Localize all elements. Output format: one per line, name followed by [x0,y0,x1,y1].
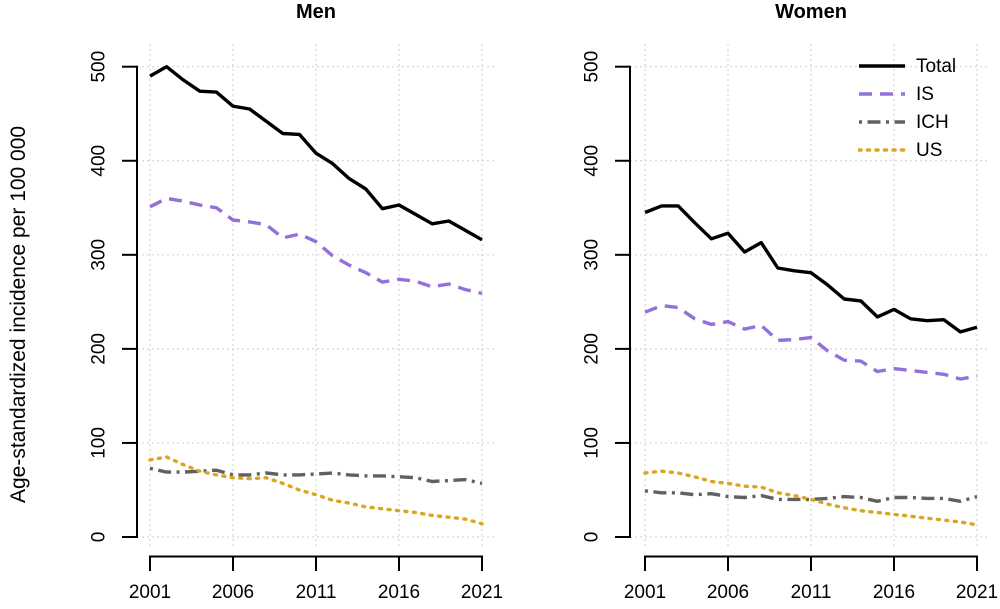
women-total-line [644,204,978,334]
legend-item-total: Total [858,52,956,80]
y-tick-label: 200 [89,333,110,365]
x-tick-label: 2016 [378,582,420,603]
x-tick-label: 2001 [624,582,666,603]
legend-item-us: US [858,136,956,164]
y-tick-label: 100 [89,427,110,459]
legend: Total IS ICH US [858,52,956,164]
women-ich-line [644,489,978,503]
x-tick-label: 2021 [461,582,503,603]
y-tick-label: 300 [89,239,110,271]
y-tick-label: 400 [582,145,603,177]
legend-label-is: IS [916,83,934,105]
x-tick-label: 2001 [129,582,171,603]
legend-label-total: Total [916,55,957,77]
women-panel: 0 100 200 300 400 500 2001 2006 2011 2016 2021 [582,44,998,603]
men-ich-line [149,466,483,486]
is-line-sample-icon [859,92,905,96]
total-line-sample-icon [859,64,905,68]
men-is-line [149,196,483,296]
us-line-sample-icon [858,148,906,152]
legend-label-ich: ICH [916,111,949,133]
men-us-line [148,455,484,526]
legend-item-is: IS [858,80,956,108]
x-tick-label: 2006 [707,582,749,603]
x-tick-label: 2016 [873,582,915,603]
men-panel: 0 100 200 300 400 500 2001 2006 2011 2016 2021 [89,44,503,603]
x-tick-label: 2006 [212,582,254,603]
x-tick-label: 2011 [296,582,337,603]
men-panel-title: Men [296,1,336,23]
y-tick-label: 0 [89,532,110,543]
y-tick-label: 500 [582,51,603,83]
y-tick-label: 100 [582,427,603,459]
x-tick-label: 2011 [791,582,832,603]
y-tick-label: 0 [582,532,603,543]
legend-label-us: US [916,139,943,161]
legend-item-ich: ICH [858,108,956,136]
women-panel-title: Women [775,1,847,23]
y-tick-label: 300 [582,239,603,271]
ich-line-sample-icon [859,120,905,124]
women-us-line [643,469,979,527]
y-tick-label: 500 [89,51,110,83]
men-total-line [149,64,483,242]
y-axis-label: Age-standardized incidence per 100 000 [7,125,30,503]
y-tick-label: 400 [89,145,110,177]
women-is-line [644,303,978,381]
x-tick-label: 2021 [956,582,998,603]
y-tick-label: 200 [582,333,603,365]
